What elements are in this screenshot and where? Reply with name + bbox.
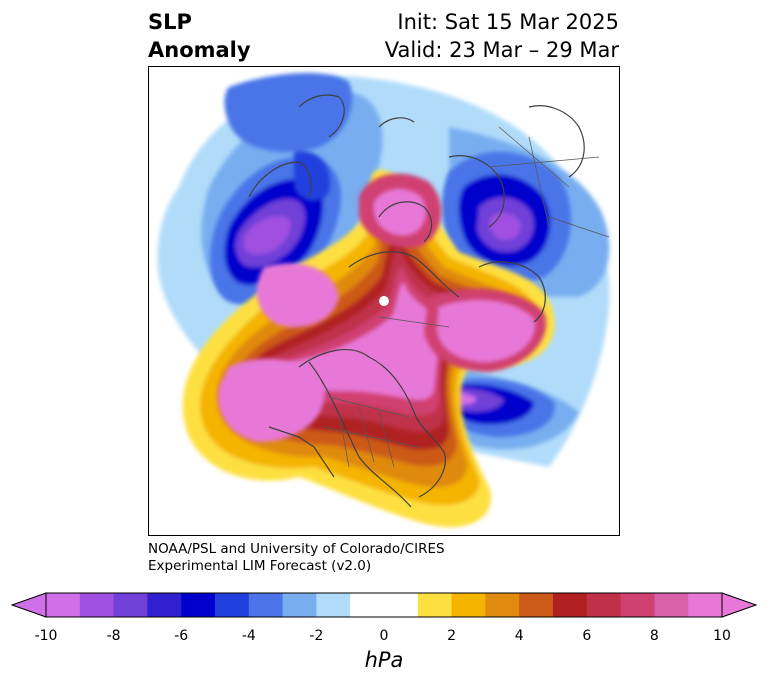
colorbar-cell: [79, 593, 115, 617]
colorbar-min-extension: [10, 592, 47, 618]
colorbar-cell: [316, 593, 351, 617]
colorbar-tick-label: 0: [379, 628, 389, 644]
colorbar-tick-label: 4: [514, 628, 524, 644]
colorbar-cell: [248, 593, 284, 617]
colorbar-tick-label: 2: [447, 628, 457, 644]
colorbar-tick-label: 10: [713, 628, 731, 644]
colorbar-cell: [519, 593, 554, 617]
plot-title-right: Init: Sat 15 Mar 2025 Valid: 23 Mar – 29…: [385, 8, 619, 64]
coastlines: [248, 94, 585, 508]
colorbar-tick-label: 8: [649, 628, 659, 644]
low-pressure-north: [224, 72, 353, 202]
colorbar-cell: [350, 593, 385, 617]
colorbar-cell: [485, 593, 520, 617]
colorbar-cell: [46, 593, 81, 617]
init-date: Init: Sat 15 Mar 2025: [397, 10, 619, 34]
colorbar-tick-label: -4: [241, 628, 256, 644]
colorbar-cell: [113, 593, 148, 617]
colorbar-tick-label: -6: [174, 628, 189, 644]
colorbar-cell: [384, 593, 419, 617]
high-pressure-siberia: [424, 288, 547, 372]
colorbar-cell: [688, 593, 723, 617]
high-pressure-pacific: [218, 263, 339, 442]
colorbar-cell: [215, 593, 250, 617]
slp-anomaly-map: [149, 67, 619, 535]
country-borders: [323, 126, 610, 468]
colorbar-cell: [586, 593, 622, 617]
title-variable: SLP: [148, 10, 192, 34]
colorbar: [10, 592, 758, 618]
colorbar-cell: [282, 593, 317, 617]
map-panel: [148, 66, 620, 536]
north-pole-marker: [379, 296, 389, 306]
colorbar-cell: [620, 593, 655, 617]
colorbar-unit-label: hPa: [364, 648, 404, 672]
plot-title-left: SLP Anomaly: [148, 8, 251, 64]
colorbar-cell: [417, 593, 453, 617]
credit-text: NOAA/PSL and University of Colorado/CIRE…: [148, 541, 445, 575]
colorbar-tick-label: -2: [309, 628, 324, 644]
colorbar-tick-label: -10: [34, 628, 58, 644]
colorbar-cell: [553, 593, 588, 617]
colorbar-tick-label: 6: [582, 628, 592, 644]
colorbar-max-extension: [721, 592, 758, 618]
high-pressure-arctic: [359, 173, 442, 248]
colorbar-cell: [181, 593, 216, 617]
credit-line-1: NOAA/PSL and University of Colorado/CIRE…: [148, 541, 445, 557]
valid-range: Valid: 23 Mar – 29 Mar: [384, 38, 619, 62]
colorbar-cell: [147, 593, 182, 617]
colorbar-cell: [654, 593, 689, 617]
colorbar-tick-label: -8: [106, 628, 121, 644]
credit-line-2: Experimental LIM Forecast (v2.0): [148, 558, 372, 574]
colorbar-cell: [451, 593, 486, 617]
title-variable-sub: Anomaly: [148, 38, 251, 62]
